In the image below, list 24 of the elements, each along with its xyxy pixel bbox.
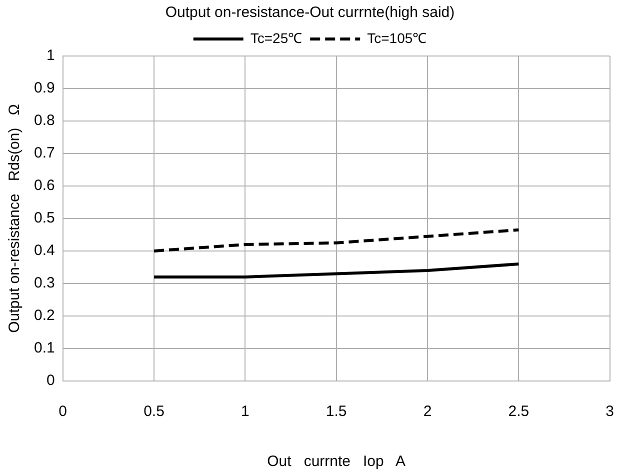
line-series bbox=[152, 228, 520, 252]
y-tick-label: 0.8 bbox=[34, 112, 55, 130]
y-tick-label: 0.5 bbox=[34, 210, 55, 227]
y-tick-label: 0.6 bbox=[34, 177, 55, 194]
x-axis-title: Out currnte Iop A bbox=[267, 453, 406, 470]
legend-label: Tc=25℃ bbox=[250, 30, 302, 46]
y-tick-label: 0.3 bbox=[34, 274, 55, 292]
x-tick-label: 2.5 bbox=[508, 403, 530, 420]
y-tick-label: 1 bbox=[46, 47, 55, 64]
y-tick-label: 0.2 bbox=[34, 307, 55, 324]
x-tick-label: 1.5 bbox=[326, 403, 347, 420]
legend-label: Tc=105℃ bbox=[367, 30, 427, 46]
x-tick-label: 0 bbox=[58, 403, 68, 420]
y-tick-label: 0 bbox=[46, 372, 55, 390]
y-tick-label: 0.1 bbox=[34, 340, 55, 357]
y-tick-label: 0.9 bbox=[34, 80, 55, 97]
x-tick-label: 1 bbox=[241, 403, 250, 420]
chart-title: Output on-resistance-Out currnte(high said) bbox=[165, 4, 455, 22]
y-tick-label: 0.4 bbox=[34, 242, 55, 260]
x-tick-label: 2 bbox=[423, 403, 432, 420]
y-tick-label: 0.7 bbox=[34, 144, 55, 162]
x-tick-label: 3 bbox=[606, 403, 614, 420]
x-tick-label: 0.5 bbox=[144, 403, 164, 420]
y-axis-title: Output on-resistance Rds(on) Ω bbox=[6, 104, 24, 333]
